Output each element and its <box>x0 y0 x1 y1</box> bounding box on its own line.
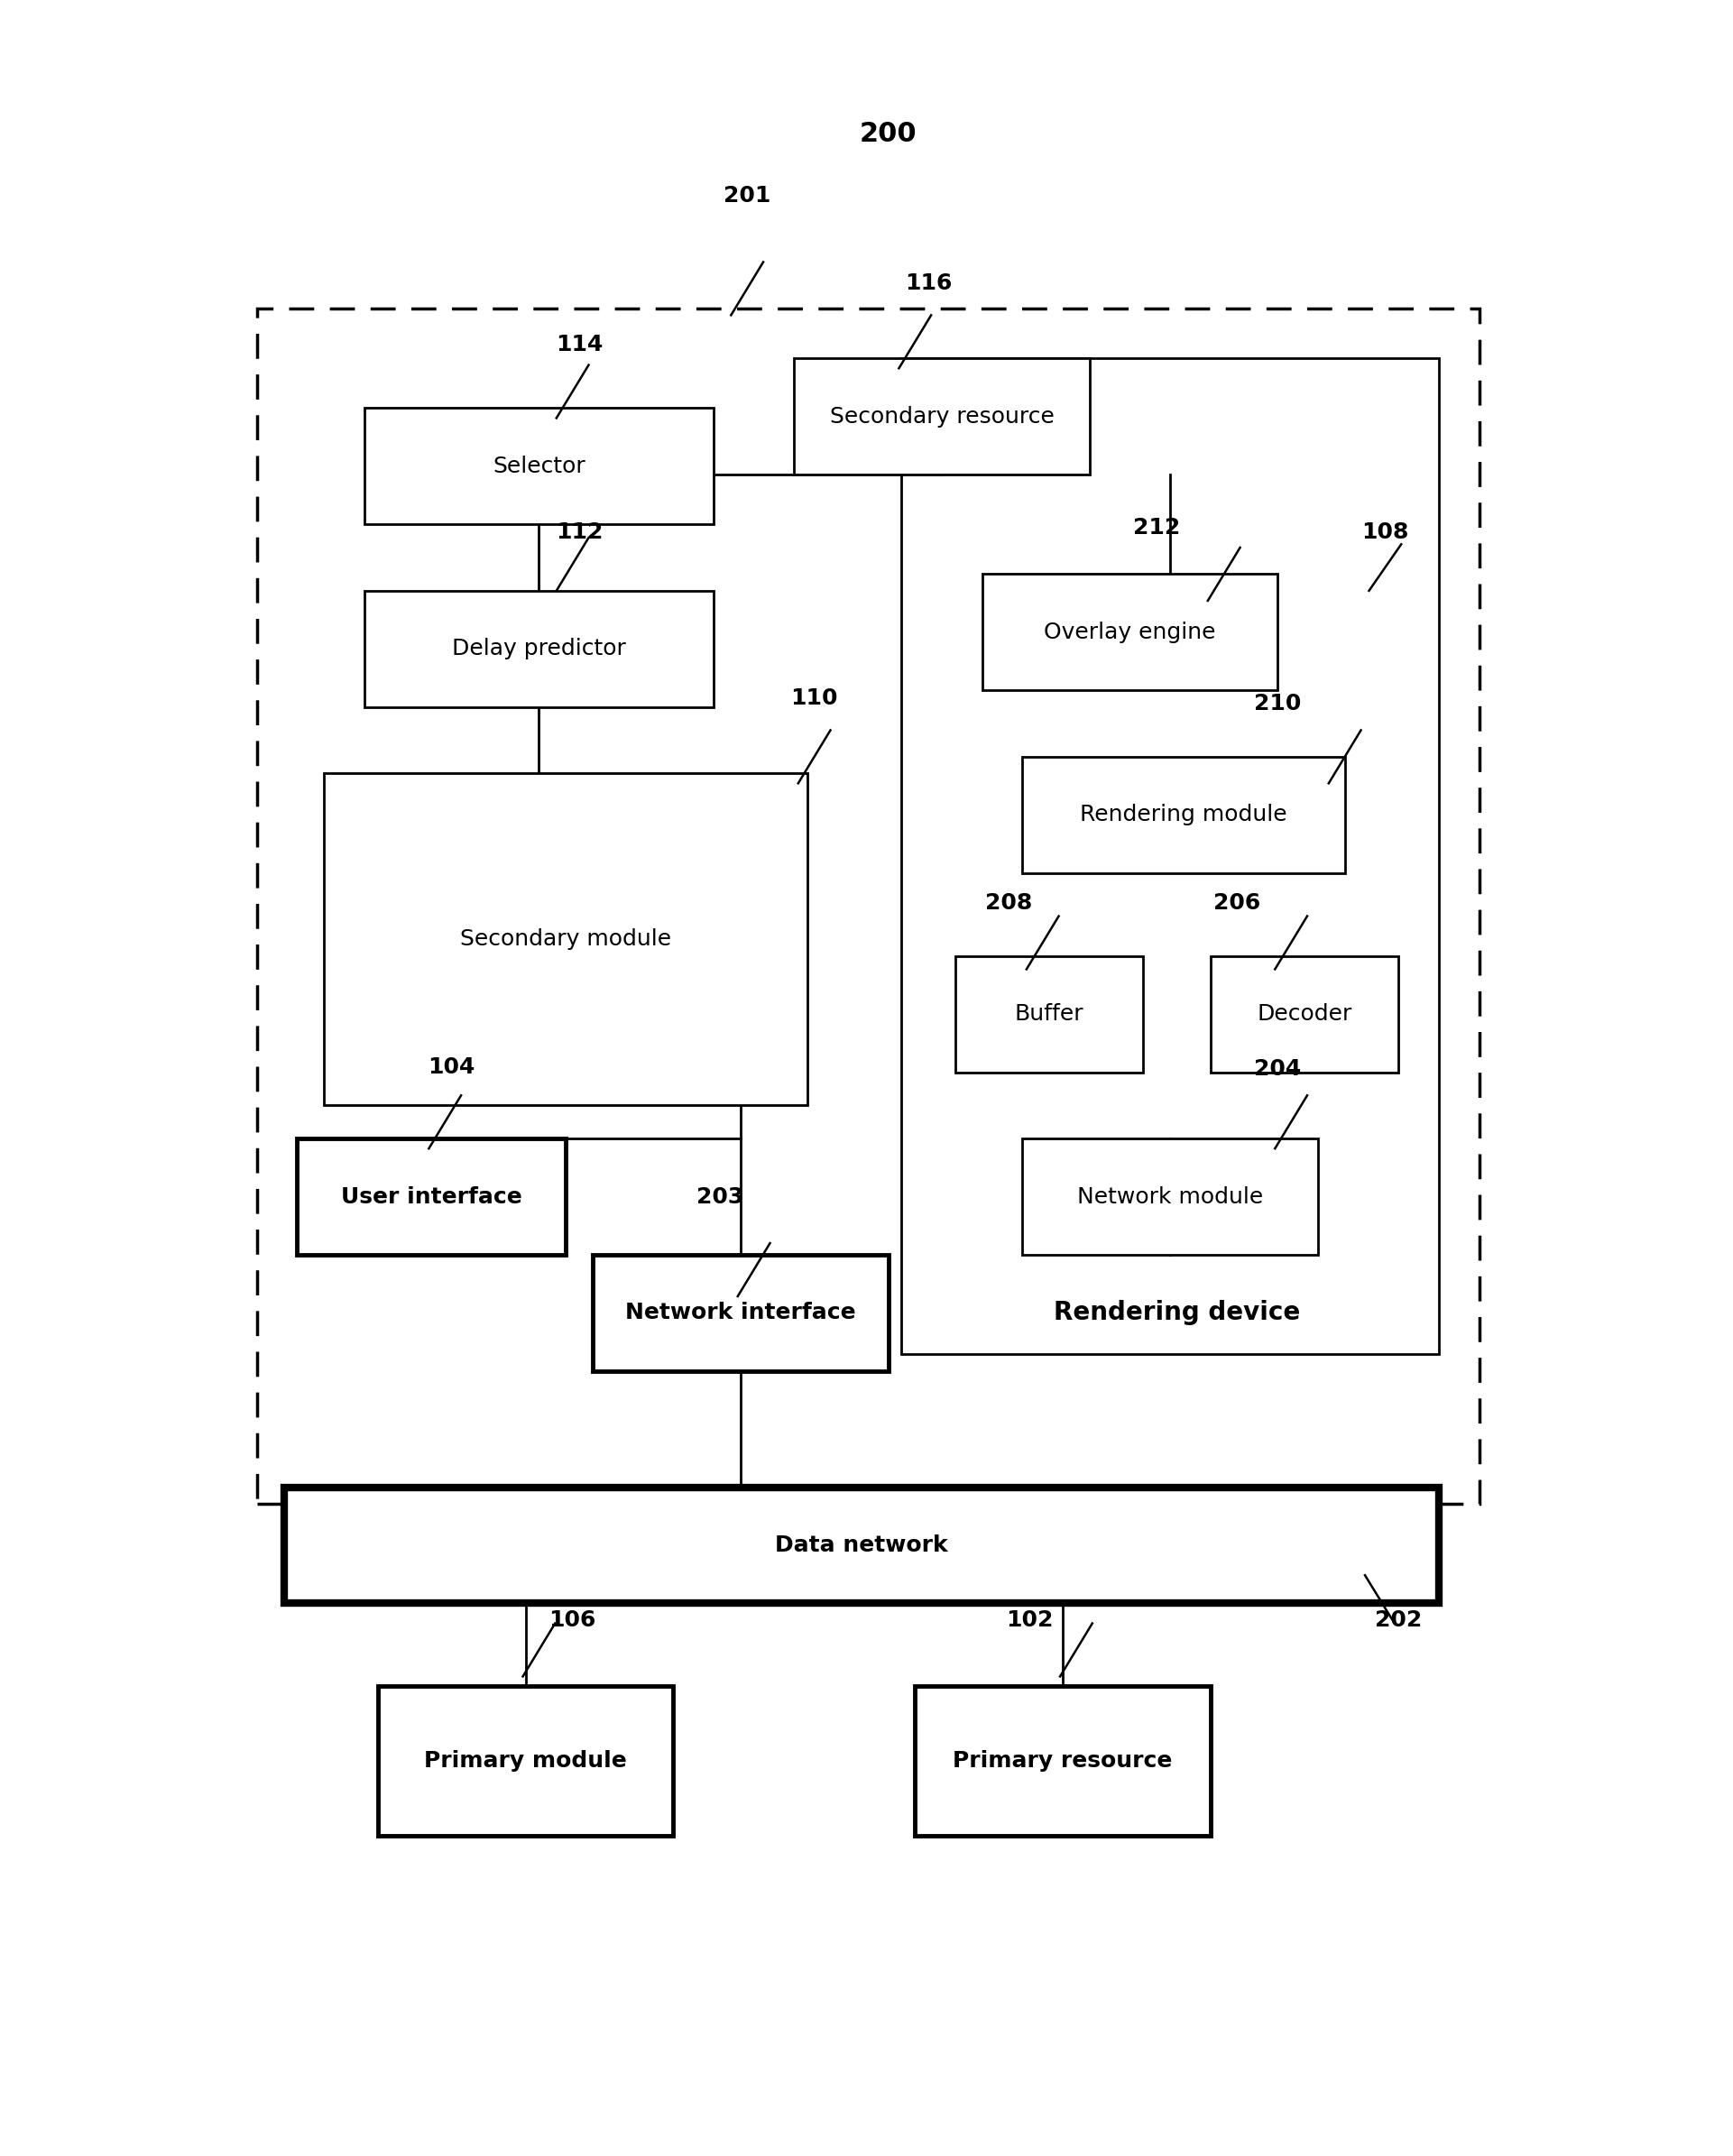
Bar <box>256 308 1480 1505</box>
Bar <box>794 358 1090 474</box>
Bar <box>364 407 714 524</box>
Text: 110: 110 <box>790 688 839 709</box>
Bar <box>915 1686 1210 1835</box>
Text: 104: 104 <box>428 1056 475 1078</box>
Bar <box>1022 1138 1317 1255</box>
Text: Secondary resource: Secondary resource <box>830 405 1054 427</box>
Bar <box>284 1488 1438 1604</box>
Text: 102: 102 <box>1005 1608 1054 1630</box>
Text: Rendering module: Rendering module <box>1080 804 1288 826</box>
Text: 200: 200 <box>860 121 917 147</box>
Text: 206: 206 <box>1213 893 1262 914</box>
Text: 108: 108 <box>1362 522 1409 543</box>
Bar <box>298 1138 565 1255</box>
Text: 202: 202 <box>1374 1608 1423 1630</box>
Bar <box>1210 955 1399 1072</box>
Text: 112: 112 <box>556 522 603 543</box>
Text: 116: 116 <box>905 274 951 295</box>
Bar <box>955 955 1144 1072</box>
Bar <box>364 591 714 707</box>
Text: Decoder: Decoder <box>1256 1003 1352 1024</box>
Bar <box>593 1255 889 1371</box>
Text: Data network: Data network <box>775 1535 948 1557</box>
Bar <box>378 1686 672 1835</box>
Text: Network interface: Network interface <box>626 1302 856 1324</box>
Text: 203: 203 <box>697 1186 743 1207</box>
Text: 114: 114 <box>556 334 603 356</box>
Text: Buffer: Buffer <box>1016 1003 1083 1024</box>
Text: Rendering device: Rendering device <box>1054 1300 1300 1326</box>
Bar <box>983 573 1277 690</box>
Bar <box>324 774 808 1106</box>
Text: Primary module: Primary module <box>425 1751 627 1772</box>
Text: Secondary module: Secondary module <box>461 929 671 951</box>
Text: User interface: User interface <box>341 1186 522 1207</box>
Text: Network module: Network module <box>1078 1186 1263 1207</box>
Text: 201: 201 <box>723 185 771 207</box>
Bar <box>901 358 1438 1354</box>
Text: 204: 204 <box>1255 1059 1301 1080</box>
Text: 212: 212 <box>1133 517 1180 539</box>
Text: Selector: Selector <box>492 455 586 476</box>
Bar <box>1022 757 1345 873</box>
Text: Primary resource: Primary resource <box>953 1751 1173 1772</box>
Text: 208: 208 <box>986 893 1033 914</box>
Text: Overlay engine: Overlay engine <box>1043 621 1217 642</box>
Text: Delay predictor: Delay predictor <box>452 638 626 660</box>
Text: 106: 106 <box>549 1608 596 1630</box>
Text: 210: 210 <box>1255 692 1301 714</box>
